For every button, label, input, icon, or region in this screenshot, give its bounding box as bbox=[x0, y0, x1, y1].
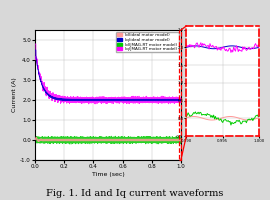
Bar bbox=[180, 30, 181, 160]
Legend: Id(ideal motor model), Iq(ideal motor model), Id(JMAG-RT motor model), Iq(JMAG-R: Id(ideal motor model), Iq(ideal motor mo… bbox=[116, 32, 179, 52]
Y-axis label: Current (A): Current (A) bbox=[12, 78, 17, 112]
Text: Fig. 1. Id and Iq current waveforms: Fig. 1. Id and Iq current waveforms bbox=[46, 189, 224, 198]
X-axis label: Time (sec): Time (sec) bbox=[92, 172, 124, 177]
